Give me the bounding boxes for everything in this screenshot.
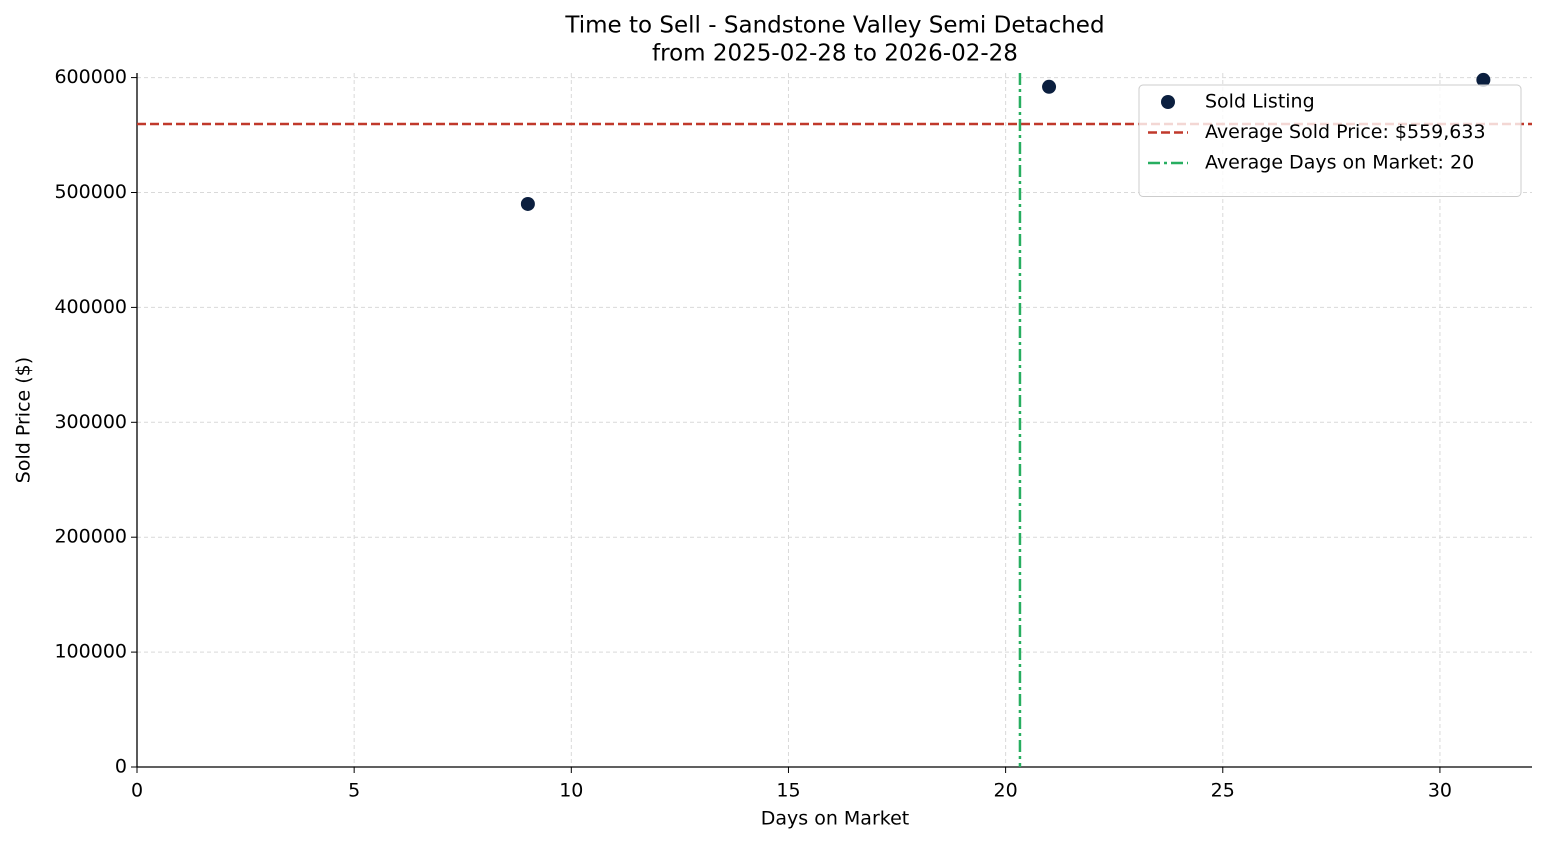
legend-label: Average Days on Market: 20 <box>1205 152 1474 174</box>
legend-label: Sold Listing <box>1205 91 1315 113</box>
y-axis-label: Sold Price ($) <box>13 357 35 483</box>
legend-label: Average Sold Price: $559,633 <box>1205 121 1486 143</box>
y-tick-label: 300000 <box>54 411 127 433</box>
legend-box <box>1138 84 1522 197</box>
y-tick-label: 400000 <box>54 296 127 318</box>
y-tick-label: 500000 <box>54 181 127 203</box>
chart-title: Time to Sell - Sandstone Valley Semi Det… <box>564 13 1104 39</box>
point <box>1042 79 1057 94</box>
y-tick-label: 0 <box>115 756 127 778</box>
x-tick-label: 25 <box>1211 780 1235 802</box>
point <box>1476 72 1491 87</box>
x-tick-label: 15 <box>776 780 800 802</box>
x-tick-label: 10 <box>559 780 583 802</box>
x-tick-label: 20 <box>994 780 1018 802</box>
x-tick-label: 30 <box>1428 780 1452 802</box>
y-tick-label: 100000 <box>54 641 127 663</box>
legend-marker <box>1161 95 1175 109</box>
x-tick-label: 5 <box>348 780 360 802</box>
chart-subtitle: from 2025-02-28 to 2026-02-28 <box>652 41 1018 67</box>
x-axis-label: Days on Market <box>761 808 909 830</box>
x-tick-label: 0 <box>131 780 143 802</box>
y-tick-label: 200000 <box>54 526 127 548</box>
y-tick-label: 600000 <box>54 66 127 88</box>
point <box>520 196 535 211</box>
